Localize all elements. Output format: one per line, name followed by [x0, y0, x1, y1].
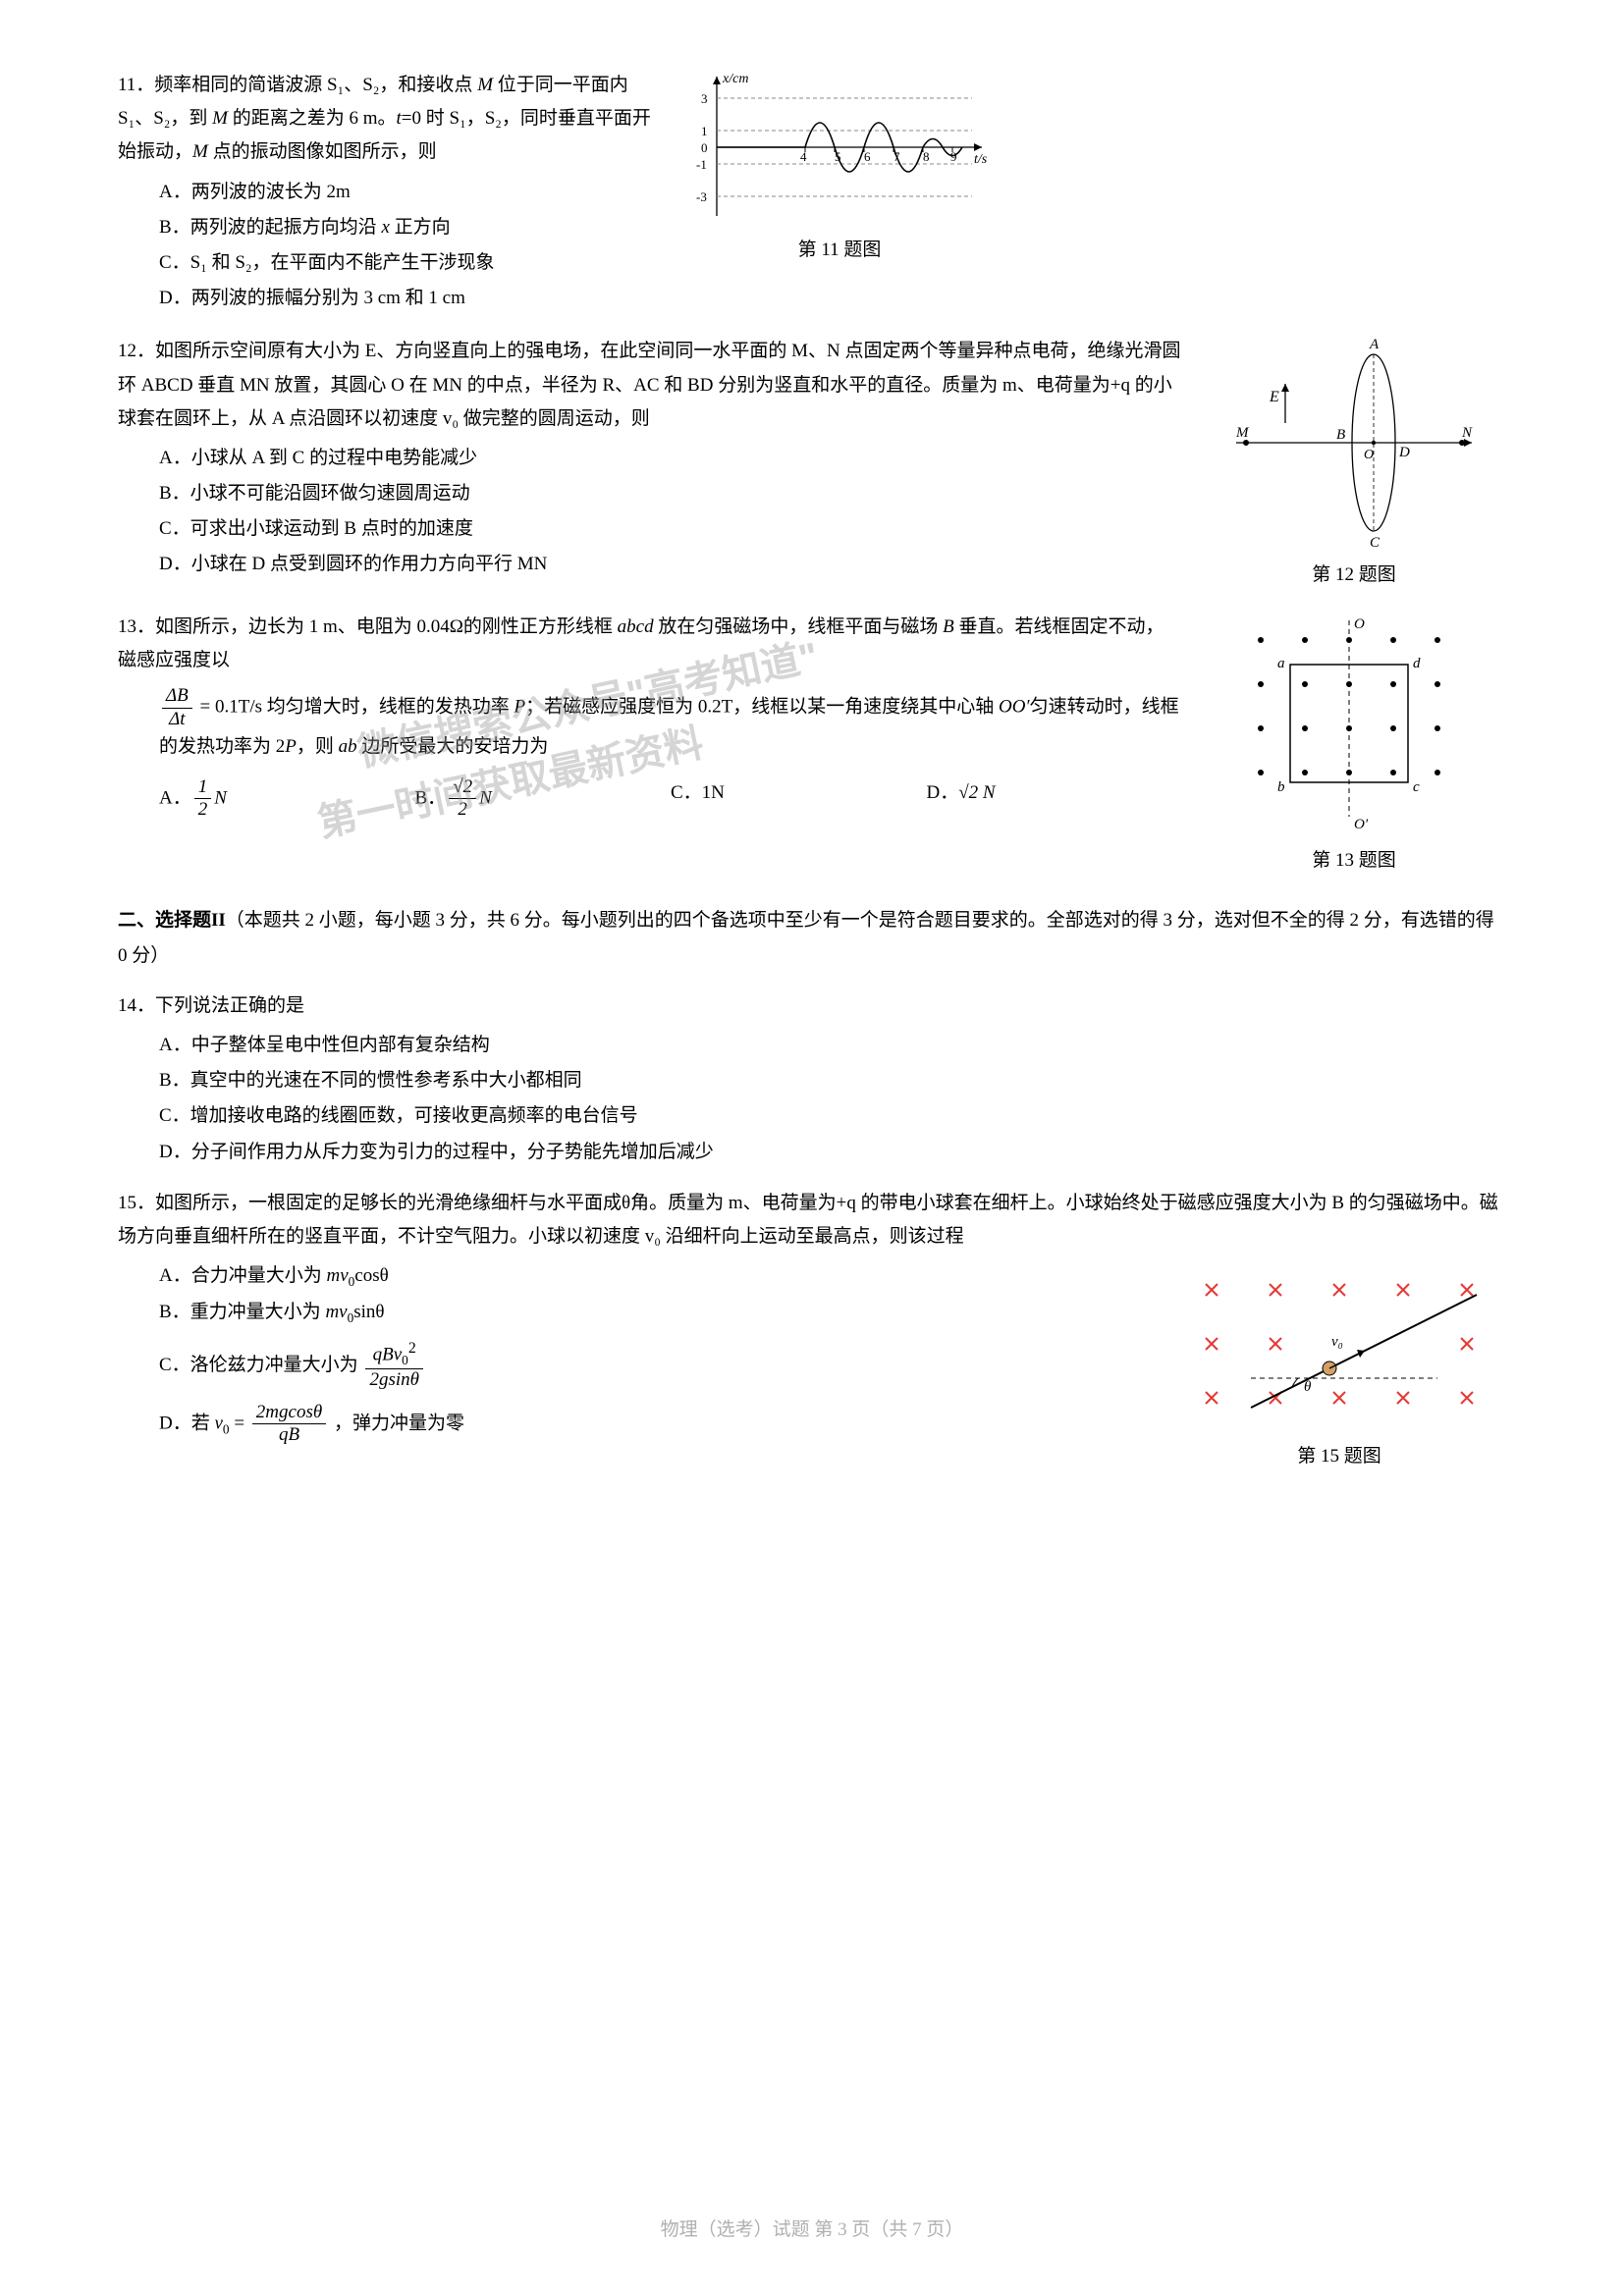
svg-text:6: 6	[864, 149, 871, 164]
q12-stem: 12．如图所示空间原有大小为 E、方向竖直向上的强电场，在此空间同一水平面的 M…	[118, 335, 1182, 436]
question-15: 15．如图所示，一根固定的足够长的光滑绝缘细杆与水平面成θ角。质量为 m、电荷量…	[118, 1187, 1506, 1474]
q11-figure: x/cm t/s 3 1 0 -1 -3 4 5 6 7 8 9	[668, 69, 992, 267]
q14-stem: 14．下列说法正确的是	[118, 989, 1506, 1023]
question-14: 14．下列说法正确的是 A．中子整体呈电中性但内部有复杂结构 B．真空中的光速在…	[118, 989, 1506, 1169]
q12-figure: A C B D M N O E 第 12 题图	[1182, 335, 1506, 592]
svg-text:-1: -1	[696, 157, 707, 172]
svg-text:t/s: t/s	[974, 152, 988, 167]
q11-option-c: C．S₁ 和 S₂，在平面内不能产生干涉现象	[159, 246, 668, 280]
q11-option-b: B．两列波的起振方向均沿 x 正方向	[159, 211, 668, 244]
q11-option-a: A．两列波的波长为 2m	[159, 176, 668, 209]
q13-fig-caption: 第 13 题图	[1202, 844, 1506, 878]
q14-option-d: D．分子间作用力从斥力变为引力的过程中，分子势能先增加后减少	[159, 1136, 1506, 1169]
svg-text:M: M	[1235, 425, 1250, 441]
q13-stem: 13．如图所示，边长为 1 m、电阻为 0.04Ω的刚性正方形线框 abcd 放…	[118, 611, 1182, 765]
q12-fig-caption: 第 12 题图	[1202, 559, 1506, 592]
svg-text:N: N	[1461, 425, 1473, 441]
q12-option-c: C．可求出小球运动到 B 点时的加速度	[159, 512, 1182, 546]
q14-option-a: A．中子整体呈电中性但内部有复杂结构	[159, 1029, 1506, 1062]
q11-stem: 11．频率相同的简谐波源 S₁、S₂，和接收点 M 位于同一平面内 S₁、S₂，…	[118, 69, 668, 170]
q12-option-a: A．小球从 A 到 C 的过程中电势能减少	[159, 442, 1182, 475]
q11-option-d: D．两列波的振幅分别为 3 cm 和 1 cm	[159, 282, 668, 315]
q15-figure: v₀ θ 第 15 题图	[1172, 1265, 1506, 1473]
q15-number: 15．	[118, 1193, 155, 1213]
q14-option-b: B．真空中的光速在不同的惯性参考系中大小都相同	[159, 1064, 1506, 1097]
svg-text:1: 1	[701, 124, 708, 138]
svg-text:D: D	[1398, 445, 1410, 460]
svg-text:d: d	[1413, 656, 1421, 671]
svg-text:a: a	[1277, 656, 1285, 671]
q12-option-d: D．小球在 D 点受到圆环的作用力方向平行 MN	[159, 548, 1182, 581]
svg-text:E: E	[1269, 389, 1279, 405]
svg-text:A: A	[1369, 337, 1380, 352]
svg-text:v₀: v₀	[1331, 1334, 1343, 1350]
svg-text:x/cm: x/cm	[722, 72, 748, 86]
svg-text:O: O	[1364, 448, 1374, 462]
q12-number: 12．	[118, 341, 155, 361]
question-13: 13．如图所示，边长为 1 m、电阻为 0.04Ω的刚性正方形线框 abcd 放…	[118, 611, 1506, 878]
svg-text:b: b	[1277, 779, 1285, 795]
q13-option-a: A．12N	[159, 776, 415, 823]
svg-text:9: 9	[950, 149, 957, 164]
svg-text:O′: O′	[1354, 817, 1369, 832]
q14-option-c: C．增加接收电路的线圈匝数，可接收更高频率的电台信号	[159, 1099, 1506, 1133]
q14-number: 14．	[118, 995, 155, 1016]
q15-fig-caption: 第 15 题图	[1172, 1440, 1506, 1473]
svg-text:8: 8	[923, 149, 930, 164]
svg-text:4: 4	[800, 149, 807, 164]
q15-stem: 15．如图所示，一根固定的足够长的光滑绝缘细杆与水平面成θ角。质量为 m、电荷量…	[118, 1187, 1506, 1254]
svg-text:O: O	[1354, 616, 1365, 632]
q13-option-b: B．√22N	[415, 776, 672, 823]
question-11: 11．频率相同的简谐波源 S₁、S₂，和接收点 M 位于同一平面内 S₁、S₂，…	[118, 69, 1506, 317]
question-12: 12．如图所示空间原有大小为 E、方向竖直向上的强电场，在此空间同一水平面的 M…	[118, 335, 1506, 592]
svg-text:3: 3	[701, 91, 708, 106]
svg-text:C: C	[1370, 535, 1380, 551]
q13-figure: O O′ a d b c 第 13 题图	[1182, 611, 1506, 878]
svg-text:c: c	[1413, 779, 1420, 795]
q13-option-c: C．1N	[671, 776, 927, 823]
q12-option-b: B．小球不可能沿圆环做匀速圆周运动	[159, 477, 1182, 510]
q13-number: 13．	[118, 616, 155, 637]
section-2-header: 二、选择题II（本题共 2 小题，每小题 3 分，共 6 分。每小题列出的四个备…	[118, 903, 1506, 974]
q11-fig-caption: 第 11 题图	[687, 234, 992, 267]
svg-text:-3: -3	[696, 189, 707, 204]
page-footer: 物理（选考）试题 第 3 页（共 7 页）	[0, 2214, 1624, 2247]
svg-text:θ: θ	[1304, 1379, 1312, 1395]
q11-number: 11．	[118, 75, 154, 95]
q13-option-d: D．√2 N	[927, 776, 1183, 823]
svg-text:0: 0	[701, 140, 708, 155]
svg-text:B: B	[1336, 427, 1345, 443]
